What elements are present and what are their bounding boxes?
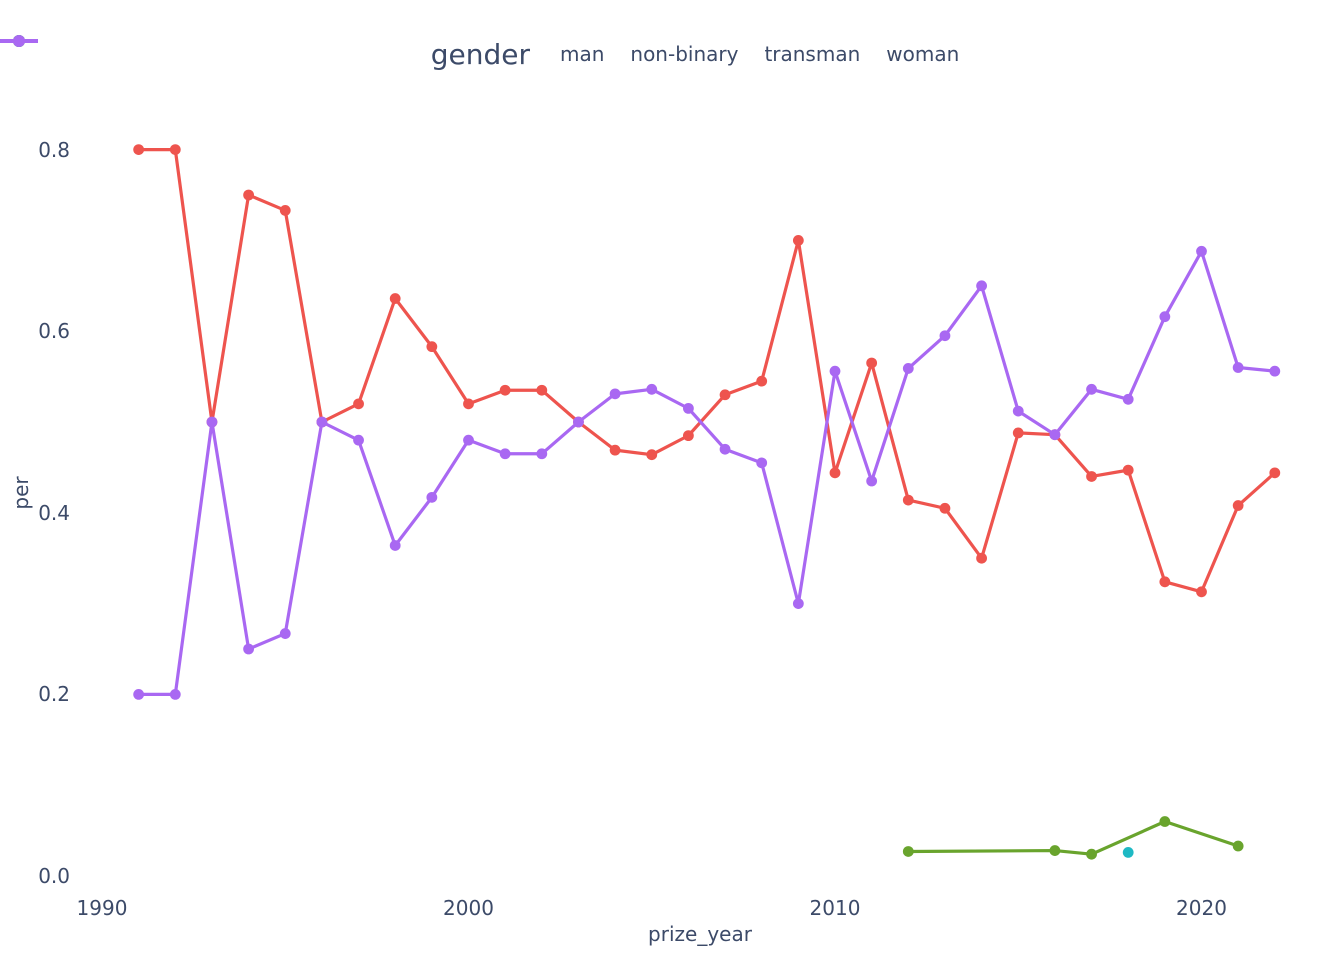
data-point-man xyxy=(609,444,621,456)
data-point-man xyxy=(1122,464,1134,476)
data-point-non-binary xyxy=(1232,840,1244,852)
data-point-transman xyxy=(1122,846,1134,858)
data-point-woman xyxy=(683,402,694,414)
data-point-woman xyxy=(1232,362,1244,373)
data-point-man xyxy=(756,375,768,387)
legend-label-man: man xyxy=(559,42,605,66)
series-transman xyxy=(1122,846,1134,858)
data-point-woman xyxy=(756,457,768,469)
y-tick-0.8: 0.8 xyxy=(38,137,70,162)
data-point-woman xyxy=(792,598,804,609)
legend-item-woman[interactable]: woman xyxy=(0,35,960,66)
data-point-woman xyxy=(573,416,584,428)
x-tick-2020: 2020 xyxy=(1176,896,1227,920)
data-point-woman xyxy=(1049,429,1061,441)
data-point-woman xyxy=(499,448,511,460)
y-tick-0.4: 0.4 xyxy=(38,500,70,525)
data-point-woman xyxy=(719,443,731,455)
data-point-woman xyxy=(243,643,255,655)
data-point-man xyxy=(902,494,914,506)
y-axis-title: per xyxy=(9,476,33,510)
data-point-woman xyxy=(1086,383,1097,395)
data-point-woman xyxy=(646,383,658,395)
data-point-woman xyxy=(1159,311,1171,323)
data-point-woman xyxy=(902,363,914,374)
x-tick-2000: 2000 xyxy=(443,896,494,920)
data-point-woman xyxy=(1012,405,1024,417)
data-point-man xyxy=(1012,427,1024,439)
series-non-binary xyxy=(902,816,1244,860)
data-point-woman xyxy=(1269,365,1281,377)
data-point-man xyxy=(463,398,474,410)
data-point-woman xyxy=(316,416,328,428)
legend-label-non-binary: non-binary xyxy=(630,42,739,66)
data-point-man xyxy=(1086,471,1097,482)
data-point-woman xyxy=(829,365,841,377)
data-point-man xyxy=(279,205,291,216)
data-point-non-binary xyxy=(1159,816,1171,827)
x-tick-2010: 2010 xyxy=(809,896,861,920)
data-point-woman xyxy=(169,689,181,700)
data-point-man xyxy=(1196,586,1207,598)
legend: gender man non-binary transman woman xyxy=(0,34,1344,74)
data-point-woman xyxy=(976,280,987,292)
data-point-non-binary xyxy=(902,846,914,857)
data-point-woman xyxy=(536,448,548,460)
data-point-man xyxy=(939,502,951,514)
legend-title: gender xyxy=(430,37,530,71)
legend-marker-icon xyxy=(0,35,38,47)
series-line-man xyxy=(137,148,1277,594)
data-point-woman xyxy=(939,330,951,342)
data-point-man xyxy=(976,552,987,564)
series-man xyxy=(133,144,1281,598)
data-point-man xyxy=(169,144,181,156)
data-point-woman xyxy=(426,491,438,503)
series-line-woman xyxy=(137,249,1277,697)
series-line-non-binary xyxy=(906,819,1240,856)
data-point-woman xyxy=(279,628,291,639)
data-point-woman xyxy=(866,475,878,487)
y-tick-0.6: 0.6 xyxy=(38,319,70,344)
data-point-man xyxy=(243,189,255,201)
data-point-man xyxy=(1269,467,1281,479)
data-point-man xyxy=(792,235,804,246)
y-tick-0.0: 0.0 xyxy=(38,864,70,888)
data-point-woman xyxy=(353,434,364,446)
data-point-man xyxy=(866,357,878,369)
data-point-woman xyxy=(609,388,621,400)
data-point-man xyxy=(536,384,548,396)
data-point-man xyxy=(499,384,511,396)
data-point-man xyxy=(719,389,731,401)
data-point-woman xyxy=(1196,245,1207,257)
data-point-man xyxy=(353,398,364,410)
data-point-man xyxy=(426,341,438,353)
y-tick-0.2: 0.2 xyxy=(38,682,70,707)
data-point-woman xyxy=(206,416,218,428)
legend-items: man non-binary transman woman xyxy=(0,35,960,66)
data-point-man xyxy=(1232,500,1244,511)
data-point-man xyxy=(683,430,694,442)
legend-label-transman: transman xyxy=(764,42,861,66)
legend-label-woman: woman xyxy=(886,42,960,66)
data-point-non-binary xyxy=(1086,848,1097,860)
data-point-non-binary xyxy=(1049,845,1061,856)
data-point-woman xyxy=(389,540,401,551)
data-point-man xyxy=(829,467,841,479)
data-point-man xyxy=(133,144,145,156)
data-point-man xyxy=(646,449,658,461)
x-axis-title: prize_year xyxy=(648,922,752,946)
data-point-woman xyxy=(463,434,474,446)
data-point-woman xyxy=(133,689,145,700)
data-point-man xyxy=(389,293,401,304)
x-tick-1990: 1990 xyxy=(76,896,128,920)
data-point-man xyxy=(1159,576,1171,588)
series-woman xyxy=(133,245,1281,700)
data-point-woman xyxy=(1122,393,1134,405)
